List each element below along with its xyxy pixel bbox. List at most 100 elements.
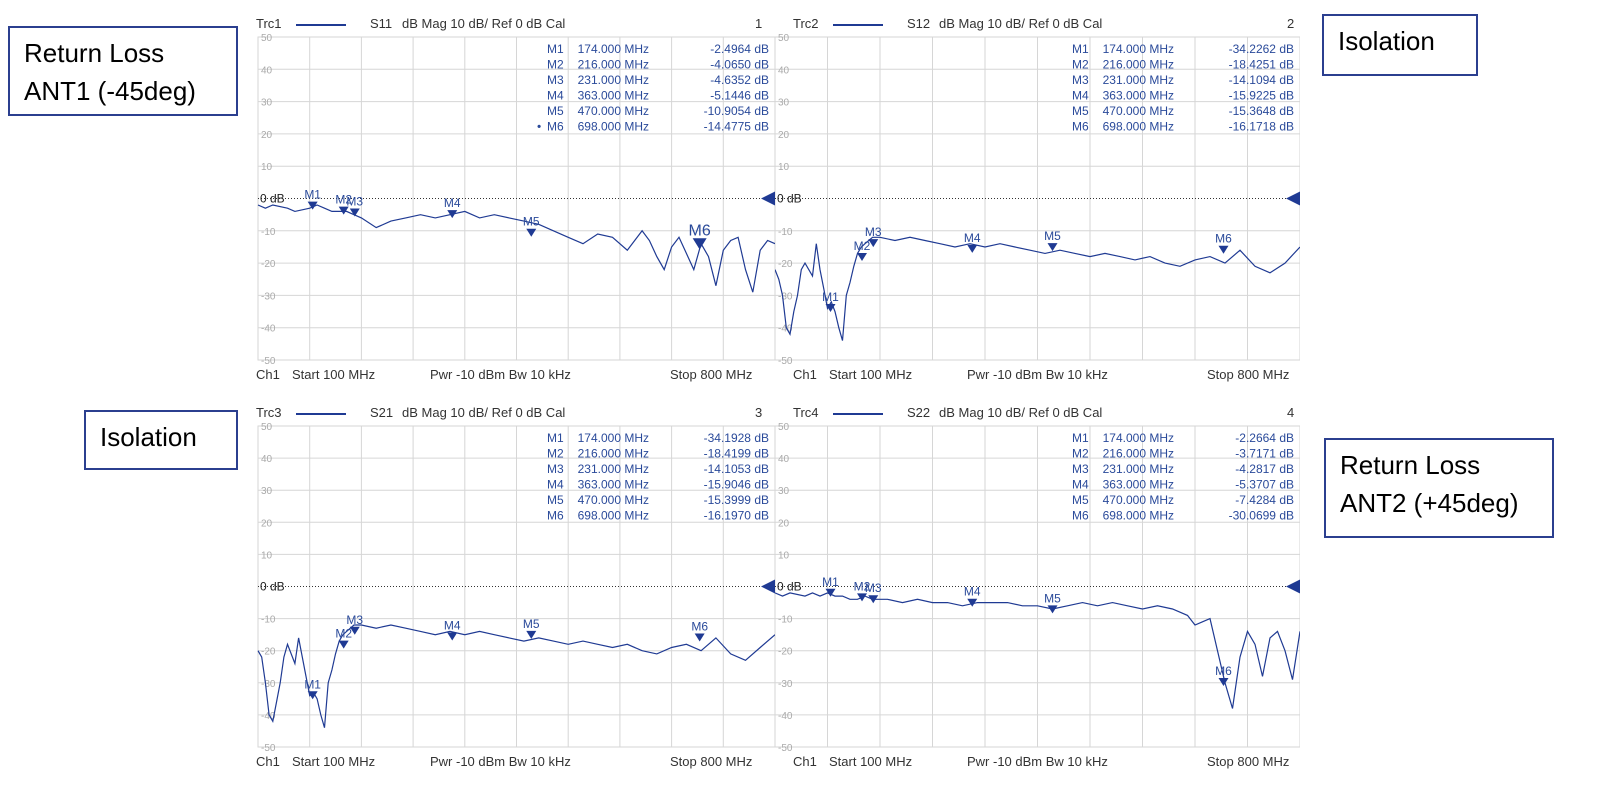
marker-triangle-icon <box>967 598 978 607</box>
trace-name: Trc4 <box>793 405 819 420</box>
marker-triangle-icon <box>868 239 879 248</box>
marker-table-freq: 698.000 MHz <box>1103 509 1174 523</box>
marker-table-id: M4 <box>547 89 564 103</box>
label-isolation-bottom: Isolation <box>84 410 238 470</box>
marker-table-value: -2.4964 dB <box>710 42 769 56</box>
footer-stop: Stop 800 MHz <box>670 367 753 382</box>
marker-table-id: M5 <box>1072 104 1089 118</box>
label-line: Return Loss <box>1340 450 1481 480</box>
label-isolation-top: Isolation <box>1322 14 1478 76</box>
y-tick-label: -20 <box>261 259 276 270</box>
marker-table-value: -15.3999 dB <box>704 493 769 507</box>
y-tick-label: 40 <box>261 65 273 76</box>
trace-param: S11 <box>370 16 393 31</box>
marker-table-id: M3 <box>1072 462 1089 476</box>
trace-format: dB Mag 10 dB/ Ref 0 dB Cal <box>939 16 1103 31</box>
marker-triangle-icon <box>825 304 836 313</box>
marker-table-freq: 470.000 MHz <box>578 104 649 118</box>
marker-table-id: M1 <box>547 431 564 445</box>
label-line: ANT2 (+45deg) <box>1340 488 1519 518</box>
label-return-loss-ant2: Return Loss ANT2 (+45deg) <box>1324 438 1554 538</box>
marker-label: M3 <box>346 194 363 208</box>
trace-number: 3 <box>755 405 763 420</box>
marker-table-freq: 698.000 MHz <box>578 120 649 134</box>
trace-name: Trc1 <box>256 16 282 31</box>
trace-param: S12 <box>907 16 931 31</box>
y-tick-label: -10 <box>778 615 793 626</box>
y-tick-label: -50 <box>261 356 276 367</box>
marker-table-freq: 363.000 MHz <box>578 478 649 492</box>
marker-label: M3 <box>346 613 363 627</box>
footer-power: Pwr -10 dBm Bw 10 kHz <box>967 367 1108 382</box>
panel-header: Trc1 S11 dB Mag 10 dB/ Ref 0 dB Cal 1 <box>250 6 775 34</box>
footer-power: Pwr -10 dBm Bw 10 kHz <box>967 754 1108 769</box>
marker-table-freq: 174.000 MHz <box>1103 42 1174 56</box>
trace-legend-line <box>296 24 346 26</box>
marker-table-freq: 216.000 MHz <box>1103 447 1174 461</box>
marker-triangle-icon <box>338 640 349 649</box>
marker-label: M6 <box>1215 664 1232 678</box>
footer-stop: Stop 800 MHz <box>1207 754 1290 769</box>
active-marker-dot: • <box>537 120 541 134</box>
y-tick-label: -20 <box>778 259 793 270</box>
label-line: Return Loss <box>24 38 165 68</box>
marker-table-value: -16.1970 dB <box>704 509 769 523</box>
marker-table-freq: 216.000 MHz <box>578 447 649 461</box>
y-tick-label: 30 <box>261 486 273 497</box>
marker-label: M1 <box>822 290 839 304</box>
y-tick-label: -30 <box>261 291 276 302</box>
marker-table-id: M5 <box>547 493 564 507</box>
marker-triangle-icon <box>349 626 360 635</box>
panel-header: Trc4 S22 dB Mag 10 dB/ Ref 0 dB Cal 4 <box>775 395 1300 423</box>
marker-table-id: M5 <box>547 104 564 118</box>
marker-table-id: M4 <box>547 478 564 492</box>
y-tick-label: 50 <box>261 422 273 433</box>
y-tick-label: 50 <box>778 33 790 44</box>
marker-label: M6 <box>689 222 711 239</box>
marker-triangle-icon <box>857 253 867 262</box>
footer-power: Pwr -10 dBm Bw 10 kHz <box>430 367 571 382</box>
footer-channel: Ch1 <box>256 367 280 382</box>
marker-table-value: -15.3648 dB <box>1229 104 1294 118</box>
reference-label: 0 dB <box>260 580 285 594</box>
y-tick-label: -30 <box>261 679 276 690</box>
footer-channel: Ch1 <box>793 367 817 382</box>
reference-arrow-icon <box>1286 579 1300 594</box>
y-tick-label: -10 <box>778 227 793 238</box>
marker-table-id: M2 <box>547 447 564 461</box>
marker-table-value: -4.6352 dB <box>710 73 769 87</box>
marker-triangle-icon <box>526 630 537 639</box>
y-tick-label: 20 <box>261 130 273 141</box>
marker-table-value: -15.9225 dB <box>1229 89 1294 103</box>
trace-name: Trc3 <box>256 405 282 420</box>
marker-table-value: -30.0699 dB <box>1229 509 1294 523</box>
reference-arrow-icon <box>1286 191 1300 206</box>
marker-label: M4 <box>444 619 461 633</box>
marker-label: M1 <box>304 677 321 691</box>
marker-label: M4 <box>964 585 981 599</box>
marker-table-value: -7.4284 dB <box>1235 493 1294 507</box>
marker-label: M4 <box>964 231 981 245</box>
marker-table-freq: 470.000 MHz <box>578 493 649 507</box>
marker-triangle-icon <box>307 691 318 700</box>
marker-triangle-icon <box>868 595 879 604</box>
marker-table-freq: 174.000 MHz <box>578 431 649 445</box>
marker-table-id: M1 <box>1072 431 1089 445</box>
marker-table-id: M2 <box>547 58 564 72</box>
y-tick-label: 20 <box>778 130 790 141</box>
y-tick-label: -40 <box>778 324 793 335</box>
y-tick-label: 50 <box>778 422 790 433</box>
y-tick-label: -40 <box>778 711 793 722</box>
trace-format: dB Mag 10 dB/ Ref 0 dB Cal <box>402 16 566 31</box>
footer-channel: Ch1 <box>793 754 817 769</box>
y-tick-label: 10 <box>261 162 273 173</box>
y-tick-label: -40 <box>261 324 276 335</box>
y-tick-label: 10 <box>778 550 790 561</box>
reference-label: 0 dB <box>777 192 802 206</box>
reference-label: 0 dB <box>260 192 285 206</box>
trace-number: 4 <box>1287 405 1295 420</box>
y-tick-label: -30 <box>778 291 793 302</box>
trace-legend-line <box>296 413 346 415</box>
marker-triangle-icon <box>447 210 458 219</box>
footer-start: Start 100 MHz <box>292 367 376 382</box>
